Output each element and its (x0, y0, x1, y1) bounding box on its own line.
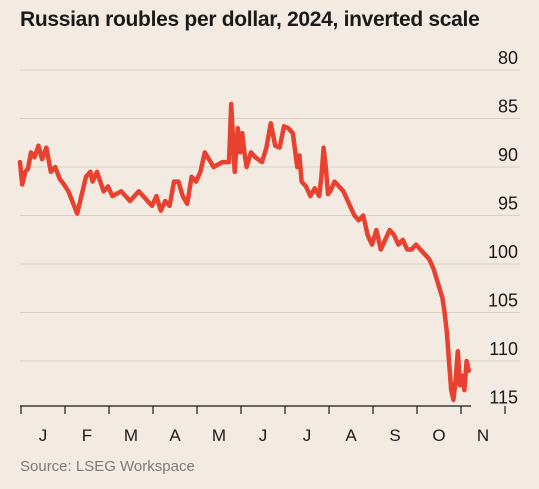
y-tick-label: 110 (489, 339, 518, 359)
series-line (17, 101, 472, 403)
y-tick-label: 100 (488, 242, 518, 262)
y-tick-label: 115 (489, 388, 518, 408)
x-tick-label: J (259, 426, 268, 445)
source-note: Source: LSEG Workspace (20, 458, 195, 475)
x-tick-label: S (389, 426, 400, 445)
y-tick-label: 80 (498, 48, 518, 68)
x-tick-label: O (432, 426, 445, 445)
x-tick-label: J (303, 426, 312, 445)
y-tick-label: 85 (498, 97, 518, 117)
x-tick-label: N (477, 426, 489, 445)
x-tick-label: J (39, 426, 48, 445)
x-tick-label: M (212, 426, 226, 445)
x-tick-label: A (345, 426, 357, 445)
x-tick-label: A (169, 426, 181, 445)
y-tick-label: 95 (498, 194, 518, 214)
y-tick-label: 105 (488, 291, 518, 311)
chart-title: Russian roubles per dollar, 2024, invert… (20, 8, 480, 31)
x-tick-label: M (124, 426, 138, 445)
x-tick-label: F (82, 426, 92, 445)
y-tick-label: 90 (498, 145, 518, 165)
